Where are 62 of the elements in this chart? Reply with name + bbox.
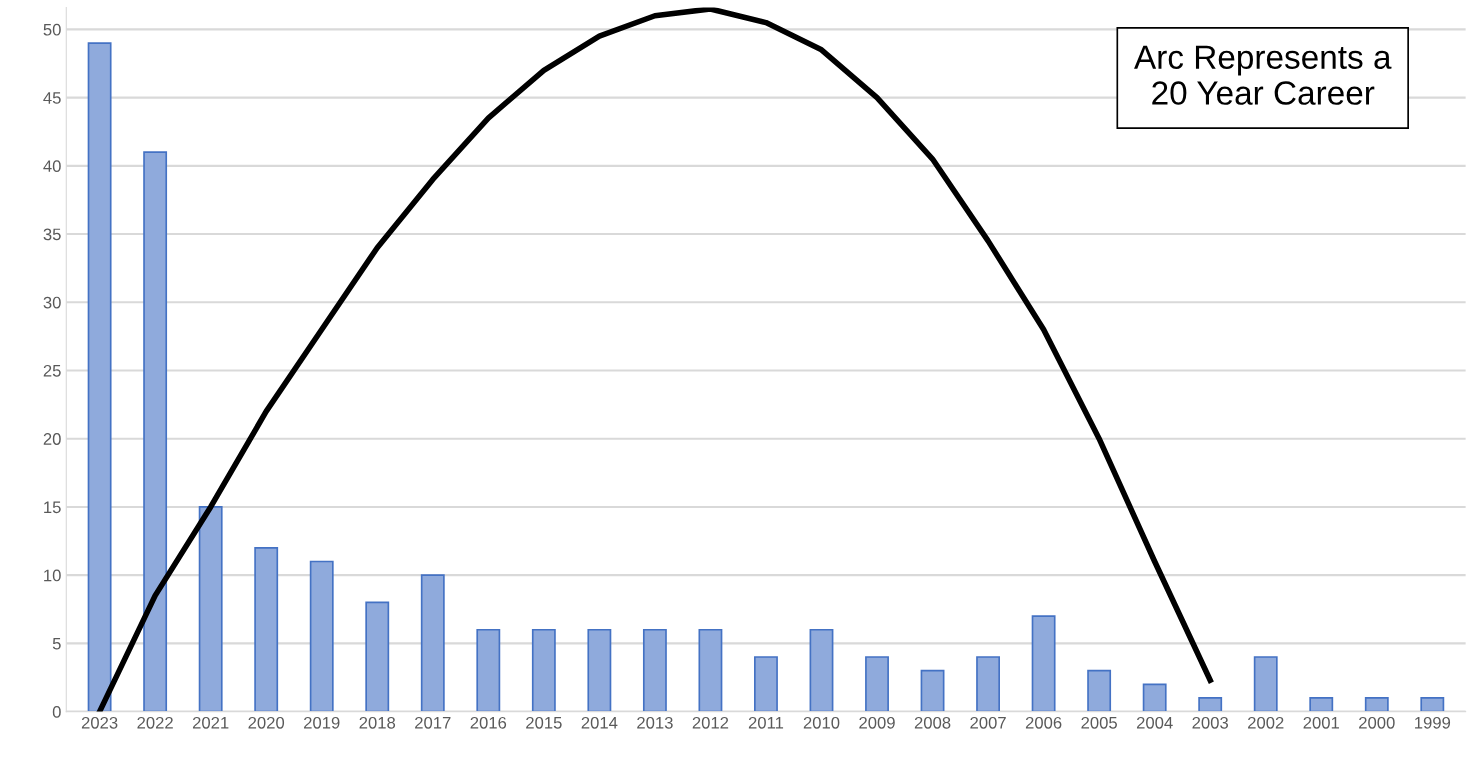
bar	[754, 656, 778, 712]
x-tick-label: 2015	[526, 716, 562, 729]
y-tick-label: 40	[43, 160, 61, 173]
bar	[920, 669, 945, 712]
x-tick-label: 2008	[914, 716, 951, 729]
bar	[809, 628, 834, 712]
bar	[587, 628, 612, 712]
y-tick-label: 20	[43, 433, 61, 445]
x-tick-label: 2023	[81, 716, 118, 729]
bar	[698, 628, 723, 712]
x-tick-label: 2002	[1248, 716, 1284, 729]
bar	[1087, 669, 1112, 712]
x-tick-label: 2017	[415, 716, 451, 729]
x-tick-label: 2021	[192, 716, 229, 729]
x-tick-label: 2005	[1081, 716, 1117, 729]
bar	[143, 151, 168, 712]
x-tick-label: 2013	[637, 716, 673, 729]
bar	[531, 628, 556, 712]
bar	[1198, 697, 1223, 712]
x-tick-label: 2000	[1359, 716, 1395, 729]
x-tick-label: 2018	[359, 716, 396, 729]
bar	[1364, 697, 1389, 712]
y-tick-label: 25	[43, 364, 61, 377]
x-tick-label: 2010	[803, 716, 840, 729]
bar	[87, 42, 112, 712]
annotation: Arc Represents a 20 Year Career	[1134, 45, 1392, 105]
bar	[476, 628, 501, 712]
bar	[1253, 656, 1278, 712]
y-tick-label: 0	[52, 705, 61, 718]
x-tick-label: 2006	[1025, 716, 1062, 729]
y-tick-label: 5	[52, 637, 61, 650]
x-tick-label: 2012	[692, 716, 729, 729]
bar	[420, 574, 445, 712]
x-tick-label: 2022	[137, 716, 173, 729]
bar	[309, 560, 334, 712]
x-tick-label: 2001	[1303, 716, 1339, 729]
x-tick-label: 2007	[970, 716, 1006, 729]
y-tick-label: 30	[43, 296, 61, 309]
bar	[1142, 683, 1167, 712]
y-tick-label: 15	[44, 501, 61, 514]
bar	[365, 601, 390, 712]
x-tick-label: 2009	[859, 716, 895, 729]
bar	[1031, 615, 1056, 712]
x-tick-label: 2019	[304, 716, 340, 729]
x-tick-label: 2004	[1136, 716, 1173, 729]
y-tick-label: 50	[43, 23, 61, 36]
y-tick-label: 10	[44, 569, 61, 582]
x-tick-label: 1999	[1415, 716, 1451, 729]
bar	[976, 656, 1001, 712]
bar	[642, 628, 667, 712]
bar	[1420, 697, 1445, 712]
bar	[198, 506, 223, 712]
y-tick-label: 45	[43, 92, 61, 104]
bar	[254, 547, 279, 712]
bar	[1309, 697, 1334, 712]
x-tick-label: 2003	[1192, 716, 1229, 729]
y-tick-label: 35	[43, 228, 61, 241]
x-tick-label: 2011	[748, 716, 784, 729]
x-tick-label: 2014	[581, 716, 618, 729]
x-tick-label: 2020	[248, 716, 285, 729]
x-tick-label: 2016	[470, 716, 507, 729]
bar	[865, 656, 889, 712]
